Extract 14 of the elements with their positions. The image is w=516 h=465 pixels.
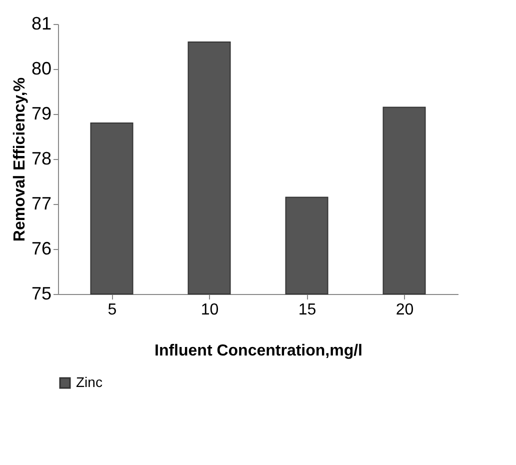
y-tick-label: 78 [31, 148, 52, 168]
legend-label: Zinc [76, 374, 102, 390]
y-tick-label: 81 [31, 14, 52, 34]
x-tick-label: 10 [200, 302, 219, 318]
y-tick-label: 79 [31, 104, 52, 124]
y-tick-label: 75 [31, 284, 52, 304]
x-tick-label: 20 [396, 302, 414, 318]
x-axis-title: Influent Concentration,mg/l [154, 342, 362, 360]
x-tick-label: 15 [298, 302, 316, 318]
y-axis-title: Removal Efficiency,% [11, 77, 28, 242]
y-tick-label: 77 [31, 194, 52, 214]
y-tick-label: 76 [31, 238, 52, 258]
x-tick-label: 5 [108, 302, 117, 318]
y-tick-label: 80 [31, 58, 52, 78]
